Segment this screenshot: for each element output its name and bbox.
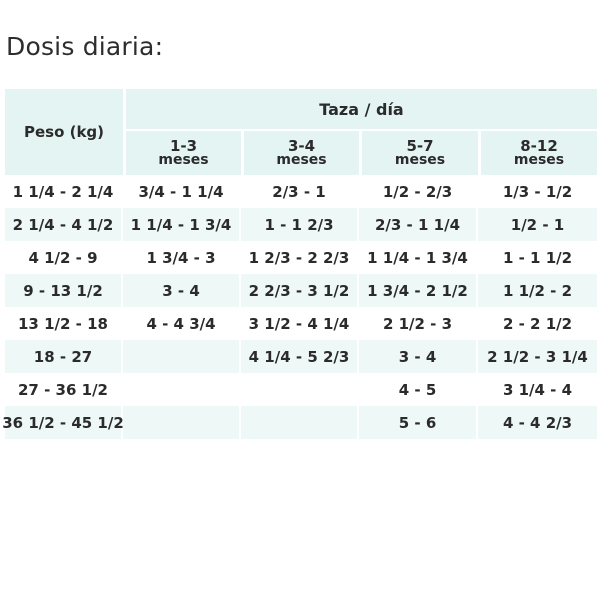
age-header-2: 3-4 meses bbox=[241, 131, 359, 175]
dose-cell: 2/3 - 1 1/4 bbox=[359, 208, 478, 241]
age-unit: meses bbox=[158, 152, 209, 168]
dose-cell: 1 2/3 - 2 2/3 bbox=[241, 241, 359, 274]
dose-cell: 4 1/4 - 5 2/3 bbox=[241, 340, 359, 373]
age-unit: meses bbox=[394, 152, 446, 168]
taza-header: Taza / día bbox=[123, 89, 597, 131]
dose-cell: 2 1/2 - 3 1/4 bbox=[478, 340, 597, 373]
dose-cell: 1 1/4 - 1 3/4 bbox=[123, 208, 241, 241]
dose-cell: 1 - 1 1/2 bbox=[478, 241, 597, 274]
weight-cell: 9 - 13 1/2 bbox=[5, 274, 123, 307]
weight-cell: 27 - 36 1/2 bbox=[5, 373, 123, 406]
dose-cell: 3 1/2 - 4 1/4 bbox=[241, 307, 359, 340]
age-unit: meses bbox=[276, 152, 327, 168]
age-unit: meses bbox=[513, 152, 565, 168]
dose-cell: 1 3/4 - 3 bbox=[123, 241, 241, 274]
dose-cell: 1/2 - 2/3 bbox=[359, 175, 478, 208]
dose-cell: 1 3/4 - 2 1/2 bbox=[359, 274, 478, 307]
weight-cell: 4 1/2 - 9 bbox=[5, 241, 123, 274]
dose-cell: 2/3 - 1 bbox=[241, 175, 359, 208]
dose-cell bbox=[241, 373, 359, 406]
dose-cell: 2 - 2 1/2 bbox=[478, 307, 597, 340]
weight-cell: 13 1/2 - 18 bbox=[5, 307, 123, 340]
peso-header: Peso (kg) bbox=[5, 89, 123, 175]
age-range: 3-4 bbox=[287, 137, 316, 155]
weight-cell: 1 1/4 - 2 1/4 bbox=[5, 175, 123, 208]
dose-cell bbox=[123, 406, 241, 439]
dose-cell: 3/4 - 1 1/4 bbox=[123, 175, 241, 208]
dose-cell: 3 - 4 bbox=[123, 274, 241, 307]
dose-cell bbox=[123, 373, 241, 406]
dose-cell: 1/2 - 1 bbox=[478, 208, 597, 241]
age-range: 8-12 bbox=[520, 137, 558, 155]
dose-cell: 1 1/2 - 2 bbox=[478, 274, 597, 307]
age-header-1: 1-3 meses bbox=[123, 131, 241, 175]
dose-cell: 5 - 6 bbox=[359, 406, 478, 439]
dose-cell bbox=[241, 406, 359, 439]
dose-cell: 2 2/3 - 3 1/2 bbox=[241, 274, 359, 307]
dose-cell: 4 - 5 bbox=[359, 373, 478, 406]
weight-cell: 2 1/4 - 4 1/2 bbox=[5, 208, 123, 241]
age-header-4: 8-12 meses bbox=[478, 131, 597, 175]
age-range: 1-3 bbox=[169, 137, 198, 155]
dose-cell: 3 - 4 bbox=[359, 340, 478, 373]
weight-cell: 18 - 27 bbox=[5, 340, 123, 373]
age-range: 5-7 bbox=[406, 137, 434, 155]
dose-cell: 3 1/4 - 4 bbox=[478, 373, 597, 406]
age-header-3: 5-7 meses bbox=[359, 131, 478, 175]
dose-cell: 2 1/2 - 3 bbox=[359, 307, 478, 340]
dose-cell: 1 1/4 - 1 3/4 bbox=[359, 241, 478, 274]
daily-dose-table: Peso (kg) Taza / día 1-3 meses 3-4 meses… bbox=[2, 89, 597, 439]
dose-cell: 4 - 4 2/3 bbox=[478, 406, 597, 439]
dose-cell: 4 - 4 3/4 bbox=[123, 307, 241, 340]
page-title: Dosis diaria: bbox=[6, 32, 164, 61]
dose-cell bbox=[123, 340, 241, 373]
dose-cell: 1 - 1 2/3 bbox=[241, 208, 359, 241]
weight-cell: 36 1/2 - 45 1/2 bbox=[2, 406, 124, 439]
dose-cell: 1/3 - 1/2 bbox=[478, 175, 597, 208]
